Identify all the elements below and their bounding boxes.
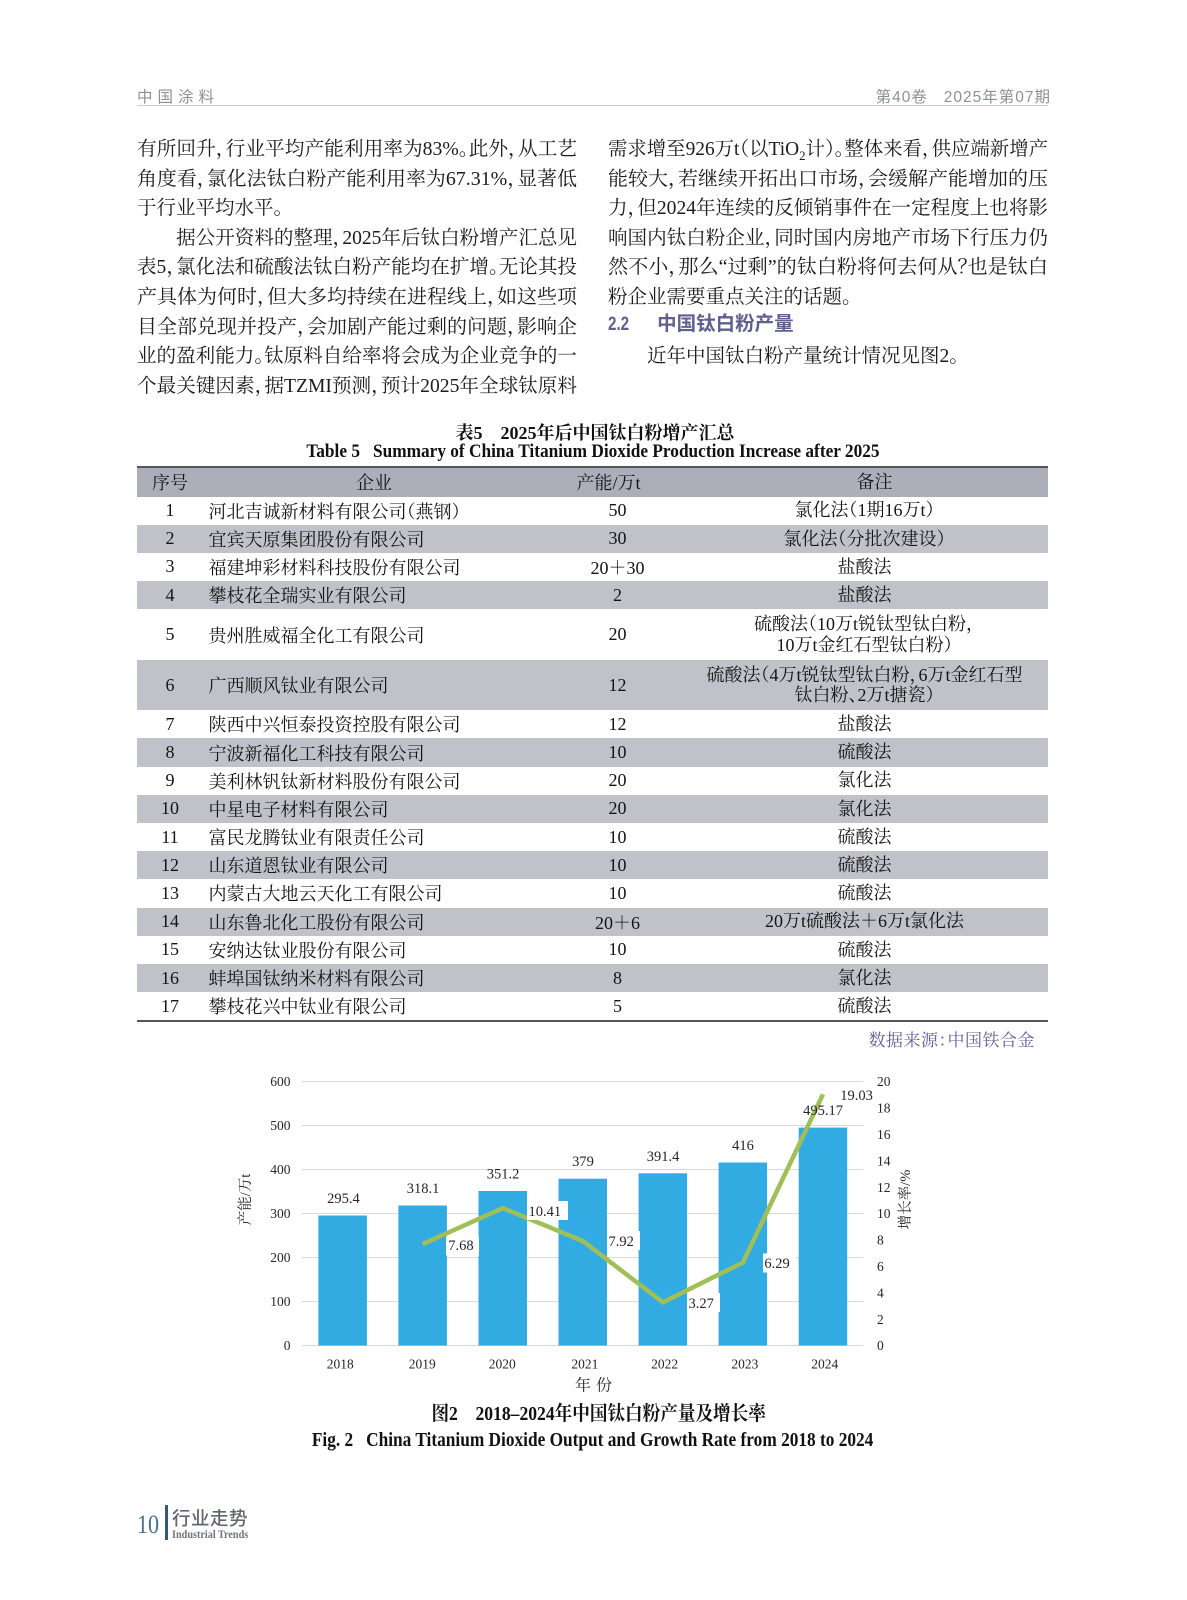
svg-text:295.4: 295.4: [327, 1191, 360, 1207]
svg-text:2: 2: [877, 1312, 884, 1327]
svg-text:10: 10: [877, 1206, 891, 1221]
svg-text:379: 379: [572, 1154, 594, 1170]
svg-text:增长率/%: 增长率/%: [897, 1170, 914, 1230]
svg-text:19.03: 19.03: [840, 1088, 873, 1104]
svg-text:2021: 2021: [571, 1356, 598, 1371]
svg-text:416: 416: [732, 1138, 754, 1154]
svg-text:600: 600: [270, 1074, 291, 1089]
svg-text:200: 200: [270, 1250, 291, 1265]
svg-text:0: 0: [284, 1338, 291, 1353]
svg-text:391.4: 391.4: [647, 1149, 680, 1165]
svg-text:495.17: 495.17: [803, 1103, 843, 1119]
svg-text:7.92: 7.92: [609, 1234, 634, 1250]
svg-text:3.27: 3.27: [689, 1296, 714, 1312]
svg-text:400: 400: [270, 1162, 291, 1177]
svg-text:300: 300: [270, 1206, 291, 1221]
svg-text:14: 14: [877, 1153, 891, 1168]
svg-text:0: 0: [877, 1338, 884, 1353]
svg-text:10.41: 10.41: [529, 1204, 562, 1220]
svg-text:12: 12: [877, 1180, 891, 1195]
svg-text:500: 500: [270, 1118, 291, 1133]
svg-text:18: 18: [877, 1101, 891, 1116]
svg-text:2018: 2018: [327, 1356, 354, 1371]
svg-text:7.68: 7.68: [448, 1238, 473, 1254]
svg-text:6: 6: [877, 1259, 884, 1274]
svg-text:318.1: 318.1: [407, 1181, 440, 1197]
svg-text:6.29: 6.29: [764, 1256, 789, 1272]
svg-text:2024: 2024: [811, 1356, 838, 1371]
svg-text:2020: 2020: [489, 1356, 516, 1371]
svg-text:2022: 2022: [651, 1356, 678, 1371]
svg-text:100: 100: [270, 1294, 291, 1309]
svg-text:16: 16: [877, 1127, 891, 1142]
svg-text:2023: 2023: [731, 1356, 758, 1371]
svg-text:4: 4: [877, 1285, 884, 1300]
svg-text:产能/万t: 产能/万t: [237, 1174, 254, 1226]
svg-text:8: 8: [877, 1233, 884, 1248]
svg-text:351.2: 351.2: [487, 1167, 520, 1183]
svg-text:20: 20: [877, 1074, 891, 1089]
svg-text:年份: 年份: [575, 1376, 617, 1395]
svg-text:2019: 2019: [409, 1356, 436, 1371]
